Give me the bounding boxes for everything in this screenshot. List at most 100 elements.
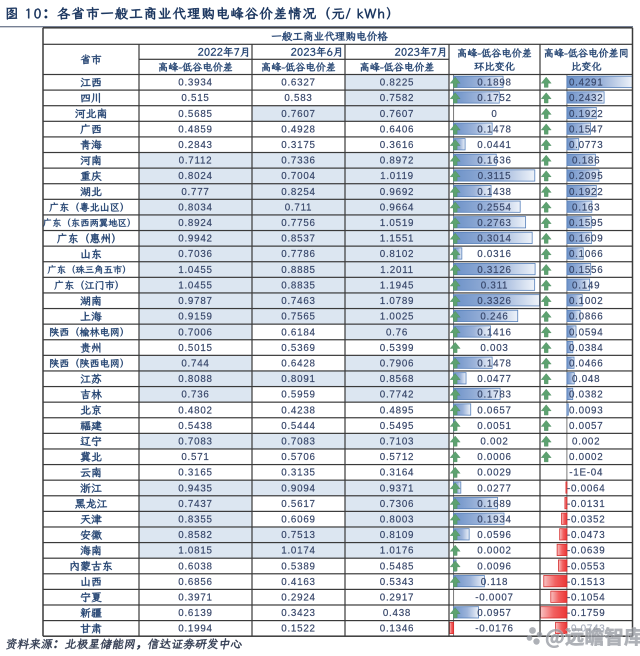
svg-text:0.4802: 0.4802 <box>178 405 212 416</box>
svg-text:1.0025: 1.0025 <box>380 312 414 323</box>
svg-text:0.7036: 0.7036 <box>178 249 212 260</box>
svg-text:0.002: 0.002 <box>480 436 508 447</box>
svg-text:0.8568: 0.8568 <box>380 374 414 385</box>
svg-text:0.0657: 0.0657 <box>477 405 511 416</box>
svg-text:0.3164: 0.3164 <box>380 468 414 479</box>
svg-text:0: 0 <box>491 109 497 120</box>
svg-text:0.9692: 0.9692 <box>380 187 414 198</box>
svg-text:1.2011: 1.2011 <box>380 265 414 276</box>
svg-text:0.438: 0.438 <box>383 608 411 619</box>
svg-text:-0.0176: -0.0176 <box>475 624 513 635</box>
svg-text:0.2554: 0.2554 <box>477 202 511 213</box>
svg-text:1.0174: 1.0174 <box>281 546 315 557</box>
svg-text:0.4859: 0.4859 <box>178 124 212 135</box>
svg-text:0.8088: 0.8088 <box>178 374 212 385</box>
svg-text:0.76: 0.76 <box>386 327 408 338</box>
svg-text:0.7756: 0.7756 <box>281 218 315 229</box>
svg-text:0.0051: 0.0051 <box>477 421 511 432</box>
svg-text:0.8024: 0.8024 <box>178 171 212 182</box>
svg-text:0.9094: 0.9094 <box>281 483 315 494</box>
svg-text:0.4291: 0.4291 <box>569 78 603 89</box>
svg-text:0.1636: 0.1636 <box>477 156 511 167</box>
svg-text:0.7083: 0.7083 <box>281 436 315 447</box>
svg-text:0.5343: 0.5343 <box>380 577 414 588</box>
svg-text:-0.0064: -0.0064 <box>567 483 605 494</box>
svg-text:0.6428: 0.6428 <box>281 358 315 369</box>
svg-text:0.6406: 0.6406 <box>380 124 414 135</box>
svg-text:0.9787: 0.9787 <box>178 296 212 307</box>
svg-text:0.1609: 0.1609 <box>569 234 603 245</box>
svg-text:0.0596: 0.0596 <box>477 530 511 541</box>
svg-text:0.515: 0.515 <box>181 93 209 104</box>
svg-text:0.5438: 0.5438 <box>178 421 212 432</box>
svg-text:0.1898: 0.1898 <box>477 78 511 89</box>
svg-text:0.8109: 0.8109 <box>380 530 414 541</box>
svg-text:0.7437: 0.7437 <box>178 499 212 510</box>
svg-text:0.1416: 0.1416 <box>477 327 511 338</box>
svg-text:0.8254: 0.8254 <box>281 187 315 198</box>
svg-text:0.9435: 0.9435 <box>178 483 212 494</box>
svg-text:0.0002: 0.0002 <box>477 546 511 557</box>
svg-text:0.0029: 0.0029 <box>477 468 511 479</box>
svg-text:0.1922: 0.1922 <box>569 187 603 198</box>
svg-text:0.3326: 0.3326 <box>477 296 511 307</box>
svg-text:0.736: 0.736 <box>181 390 209 401</box>
svg-text:0.1346: 0.1346 <box>380 624 414 635</box>
svg-text:0.1066: 0.1066 <box>569 249 603 260</box>
svg-text:0.3175: 0.3175 <box>281 140 315 151</box>
svg-text:0.0866: 0.0866 <box>569 312 603 323</box>
svg-text:-0.1513: -0.1513 <box>567 577 605 588</box>
svg-text:0.4163: 0.4163 <box>281 577 315 588</box>
svg-text:0.8225: 0.8225 <box>380 78 414 89</box>
svg-text:0.6184: 0.6184 <box>281 327 315 338</box>
svg-text:1.0815: 1.0815 <box>178 546 212 557</box>
svg-text:0.8972: 0.8972 <box>380 156 414 167</box>
svg-text:0.7906: 0.7906 <box>380 358 414 369</box>
svg-text:0.8003: 0.8003 <box>380 514 414 525</box>
svg-text:-1E-04: -1E-04 <box>569 468 603 479</box>
svg-text:0.1783: 0.1783 <box>477 390 511 401</box>
svg-text:0.3616: 0.3616 <box>380 140 414 151</box>
svg-text:0.1994: 0.1994 <box>178 624 212 635</box>
svg-text:0.744: 0.744 <box>181 358 209 369</box>
svg-text:0.7306: 0.7306 <box>380 499 414 510</box>
svg-text:0.4895: 0.4895 <box>380 405 414 416</box>
svg-text:0.0477: 0.0477 <box>477 374 511 385</box>
svg-text:0.7463: 0.7463 <box>281 296 315 307</box>
svg-text:0.777: 0.777 <box>181 187 209 198</box>
svg-text:0.118: 0.118 <box>481 577 509 588</box>
svg-text:0.1689: 0.1689 <box>477 499 511 510</box>
svg-text:0.5712: 0.5712 <box>380 452 414 463</box>
svg-text:0.3014: 0.3014 <box>477 234 511 245</box>
svg-text:0.5685: 0.5685 <box>178 109 212 120</box>
svg-text:0.8582: 0.8582 <box>178 530 212 541</box>
svg-text:-0.0553: -0.0553 <box>567 561 605 572</box>
svg-text:0.186: 0.186 <box>572 156 600 167</box>
svg-text:0.9664: 0.9664 <box>380 202 414 213</box>
svg-text:0.583: 0.583 <box>284 93 312 104</box>
svg-text:0.1547: 0.1547 <box>569 124 603 135</box>
svg-text:0.9371: 0.9371 <box>380 483 414 494</box>
svg-text:0.6139: 0.6139 <box>178 608 212 619</box>
svg-text:0.0441: 0.0441 <box>477 140 511 151</box>
svg-text:0.3126: 0.3126 <box>477 265 511 276</box>
svg-text:0.0382: 0.0382 <box>569 390 603 401</box>
svg-text:0.5389: 0.5389 <box>281 561 315 572</box>
svg-text:0.8924: 0.8924 <box>178 218 212 229</box>
svg-text:1.0176: 1.0176 <box>380 546 414 557</box>
svg-text:0.1556: 0.1556 <box>569 265 603 276</box>
svg-text:0.7006: 0.7006 <box>178 327 212 338</box>
svg-text:0.5015: 0.5015 <box>178 343 212 354</box>
svg-text:0.5706: 0.5706 <box>281 452 315 463</box>
svg-text:0.8537: 0.8537 <box>281 234 315 245</box>
svg-text:0.0316: 0.0316 <box>477 249 511 260</box>
svg-text:0.8355: 0.8355 <box>178 514 212 525</box>
svg-text:1.1551: 1.1551 <box>380 234 414 245</box>
svg-text:0.5399: 0.5399 <box>380 343 414 354</box>
svg-text:0.3115: 0.3115 <box>478 171 512 182</box>
svg-text:-0.0639: -0.0639 <box>567 546 605 557</box>
svg-text:0.2432: 0.2432 <box>569 93 603 104</box>
svg-text:0.0773: 0.0773 <box>569 140 603 151</box>
svg-text:0.3165: 0.3165 <box>178 468 212 479</box>
svg-text:0.7786: 0.7786 <box>281 249 315 260</box>
